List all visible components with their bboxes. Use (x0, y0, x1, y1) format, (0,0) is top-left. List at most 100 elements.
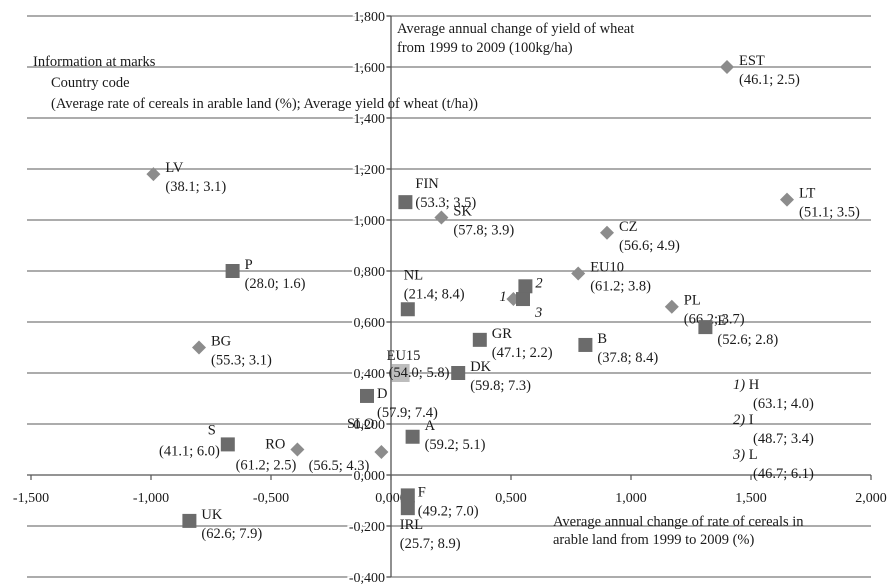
point-info: (53.3; 3.5) (415, 195, 476, 211)
x-tick-label: 0,500 (495, 491, 527, 506)
point-label: LV (165, 160, 184, 176)
point-info: (21.4; 8.4) (404, 286, 465, 302)
y-tick-label: 0,000 (354, 469, 386, 484)
point-info: (41.1; 6.0) (159, 443, 220, 459)
diamond-marker (192, 340, 206, 355)
point-label: IRL (400, 517, 423, 533)
y-tick-label: 1,200 (354, 163, 386, 178)
legend-note-line: Country code (51, 75, 130, 91)
x-tick-label: -1,500 (13, 491, 49, 506)
point-label: RO (265, 437, 285, 453)
point-info: (56.5; 4.3) (309, 458, 370, 474)
point-info: (28.0; 1.6) (245, 276, 306, 292)
footnote-info: (46.7; 6.1) (753, 466, 814, 482)
y-tick-label: 1,000 (354, 214, 386, 229)
point-label: P (245, 257, 253, 273)
diamond-marker (600, 225, 614, 240)
x-tick-label: -1,000 (133, 491, 169, 506)
point-label: S (208, 422, 216, 438)
point-info: (59.2; 5.1) (425, 437, 486, 453)
square-marker (225, 264, 240, 278)
point-info: (62.6; 7.9) (201, 526, 262, 542)
y-tick-label: 0,600 (354, 316, 386, 331)
x-axis-title: arable land from 1999 to 2009 (%) (553, 532, 755, 548)
square-marker (451, 366, 466, 380)
x-tick-label: 1,500 (735, 491, 767, 506)
point-info: (61.2; 3.8) (590, 279, 651, 295)
y-tick-label: -0,400 (349, 571, 385, 584)
point-info: (46.1; 2.5) (739, 72, 800, 88)
point-label: D (377, 386, 387, 402)
point-info: (51.1; 3.5) (799, 205, 860, 221)
point-label: E (717, 313, 726, 329)
point-label: FIN (415, 176, 439, 192)
point-label: F (418, 484, 426, 500)
square-marker (516, 292, 530, 307)
point-info: (25.7; 8.9) (400, 536, 461, 552)
diamond-marker (290, 442, 305, 457)
square-marker (182, 513, 197, 528)
y-axis-title: Average annual change of yield of wheat (397, 21, 634, 37)
y-tick-label: 1,600 (354, 61, 386, 76)
point-label: NL (404, 267, 423, 283)
point-label: GR (492, 326, 512, 342)
diamond-marker (664, 299, 679, 314)
y-tick-label: 0,200 (354, 418, 386, 433)
square-marker (220, 437, 235, 452)
point-label: DK (470, 359, 491, 375)
square-marker (398, 195, 413, 210)
x-tick-label: 1,000 (615, 491, 647, 506)
point-label: 3 (534, 305, 542, 321)
diamond-marker (571, 266, 586, 281)
diamond-marker (720, 60, 734, 74)
square-marker (400, 501, 415, 516)
x-tick-label: -0,500 (253, 491, 289, 506)
point-info: (55.3; 3.1) (211, 353, 272, 369)
y-tick-label: 0,400 (354, 367, 386, 382)
point-info: (59.8; 7.3) (470, 378, 531, 394)
footnote-code: 1) H (733, 377, 760, 393)
legend-note-line: (Average rate of cereals in arable land … (51, 96, 478, 112)
y-tick-label: 1,400 (354, 112, 386, 127)
y-axis-title: from 1999 to 2009 (100kg/ha) (397, 40, 573, 56)
square-marker (400, 488, 415, 503)
x-tick-label: 2,000 (855, 491, 887, 506)
square-marker (578, 337, 593, 352)
footnote-info: (63.1; 4.0) (753, 396, 814, 412)
point-info: (47.1; 2.2) (492, 345, 553, 361)
square-marker (391, 364, 410, 382)
square-marker (405, 429, 420, 444)
point-info: (66.2; 3.7) (684, 312, 745, 328)
square-marker (472, 332, 487, 347)
point-info: (57.9; 7.4) (377, 405, 438, 421)
point-info: (38.1; 3.1) (165, 179, 226, 195)
footnote-code: 3) L (732, 447, 758, 463)
point-info: (37.8; 8.4) (597, 350, 658, 366)
point-info: (49.2; 7.0) (418, 503, 479, 519)
square-marker (400, 302, 415, 317)
footnote-info: (48.7; 3.4) (753, 431, 814, 447)
point-label: CZ (619, 219, 638, 235)
point-label: 1 (499, 289, 506, 305)
diamond-marker (780, 192, 794, 207)
x-tick-label: 0,000 (375, 491, 407, 506)
point-label: B (597, 331, 607, 347)
point-label: EU10 (590, 260, 624, 276)
y-tick-label: 1,800 (354, 10, 386, 25)
diamond-marker (374, 445, 389, 460)
square-marker (518, 279, 533, 294)
point-label: SLO (347, 416, 374, 432)
diamond-marker (146, 167, 161, 182)
point-info: (54.0; 5.8) (389, 365, 450, 381)
point-label: BG (211, 334, 232, 350)
point-label: PL (684, 293, 701, 309)
y-tick-label: -0,200 (349, 520, 385, 535)
square-marker (698, 320, 713, 335)
point-info: (56.6; 4.9) (619, 238, 680, 254)
square-marker (360, 388, 374, 403)
point-info: (57.8; 3.9) (453, 222, 514, 238)
point-info: (52.6; 2.8) (717, 332, 778, 348)
y-tick-label: 0,800 (354, 265, 386, 280)
point-info: (61.2; 2.5) (236, 458, 297, 474)
